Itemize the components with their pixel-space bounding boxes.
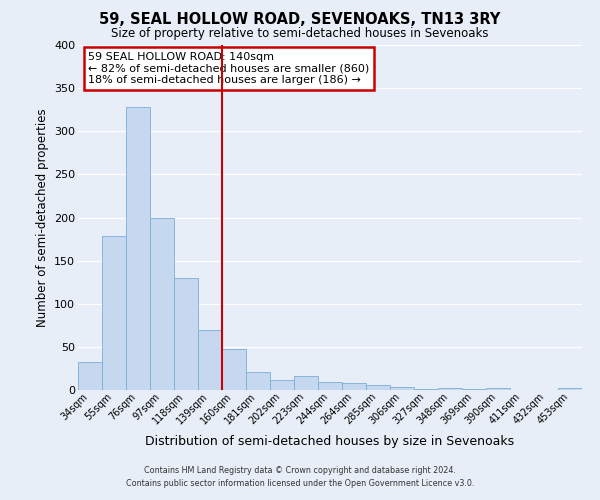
Bar: [486, 388, 510, 390]
Bar: [174, 278, 198, 390]
Bar: [462, 389, 486, 390]
Bar: [438, 388, 462, 390]
Bar: [414, 389, 438, 390]
Bar: [558, 388, 582, 390]
Y-axis label: Number of semi-detached properties: Number of semi-detached properties: [35, 108, 49, 327]
Bar: [150, 218, 174, 390]
Bar: [342, 383, 366, 390]
Bar: [222, 348, 246, 390]
Bar: [390, 386, 414, 390]
X-axis label: Distribution of semi-detached houses by size in Sevenoaks: Distribution of semi-detached houses by …: [145, 434, 515, 448]
Text: 59 SEAL HOLLOW ROAD: 140sqm
← 82% of semi-detached houses are smaller (860)
18% : 59 SEAL HOLLOW ROAD: 140sqm ← 82% of sem…: [88, 52, 370, 85]
Bar: [126, 107, 150, 390]
Bar: [366, 385, 390, 390]
Bar: [102, 236, 126, 390]
Bar: [318, 382, 342, 390]
Bar: [78, 362, 102, 390]
Bar: [246, 372, 270, 390]
Bar: [270, 380, 294, 390]
Text: Contains HM Land Registry data © Crown copyright and database right 2024.
Contai: Contains HM Land Registry data © Crown c…: [126, 466, 474, 487]
Bar: [198, 330, 222, 390]
Bar: [294, 376, 318, 390]
Text: Size of property relative to semi-detached houses in Sevenoaks: Size of property relative to semi-detach…: [111, 28, 489, 40]
Text: 59, SEAL HOLLOW ROAD, SEVENOAKS, TN13 3RY: 59, SEAL HOLLOW ROAD, SEVENOAKS, TN13 3R…: [100, 12, 500, 28]
